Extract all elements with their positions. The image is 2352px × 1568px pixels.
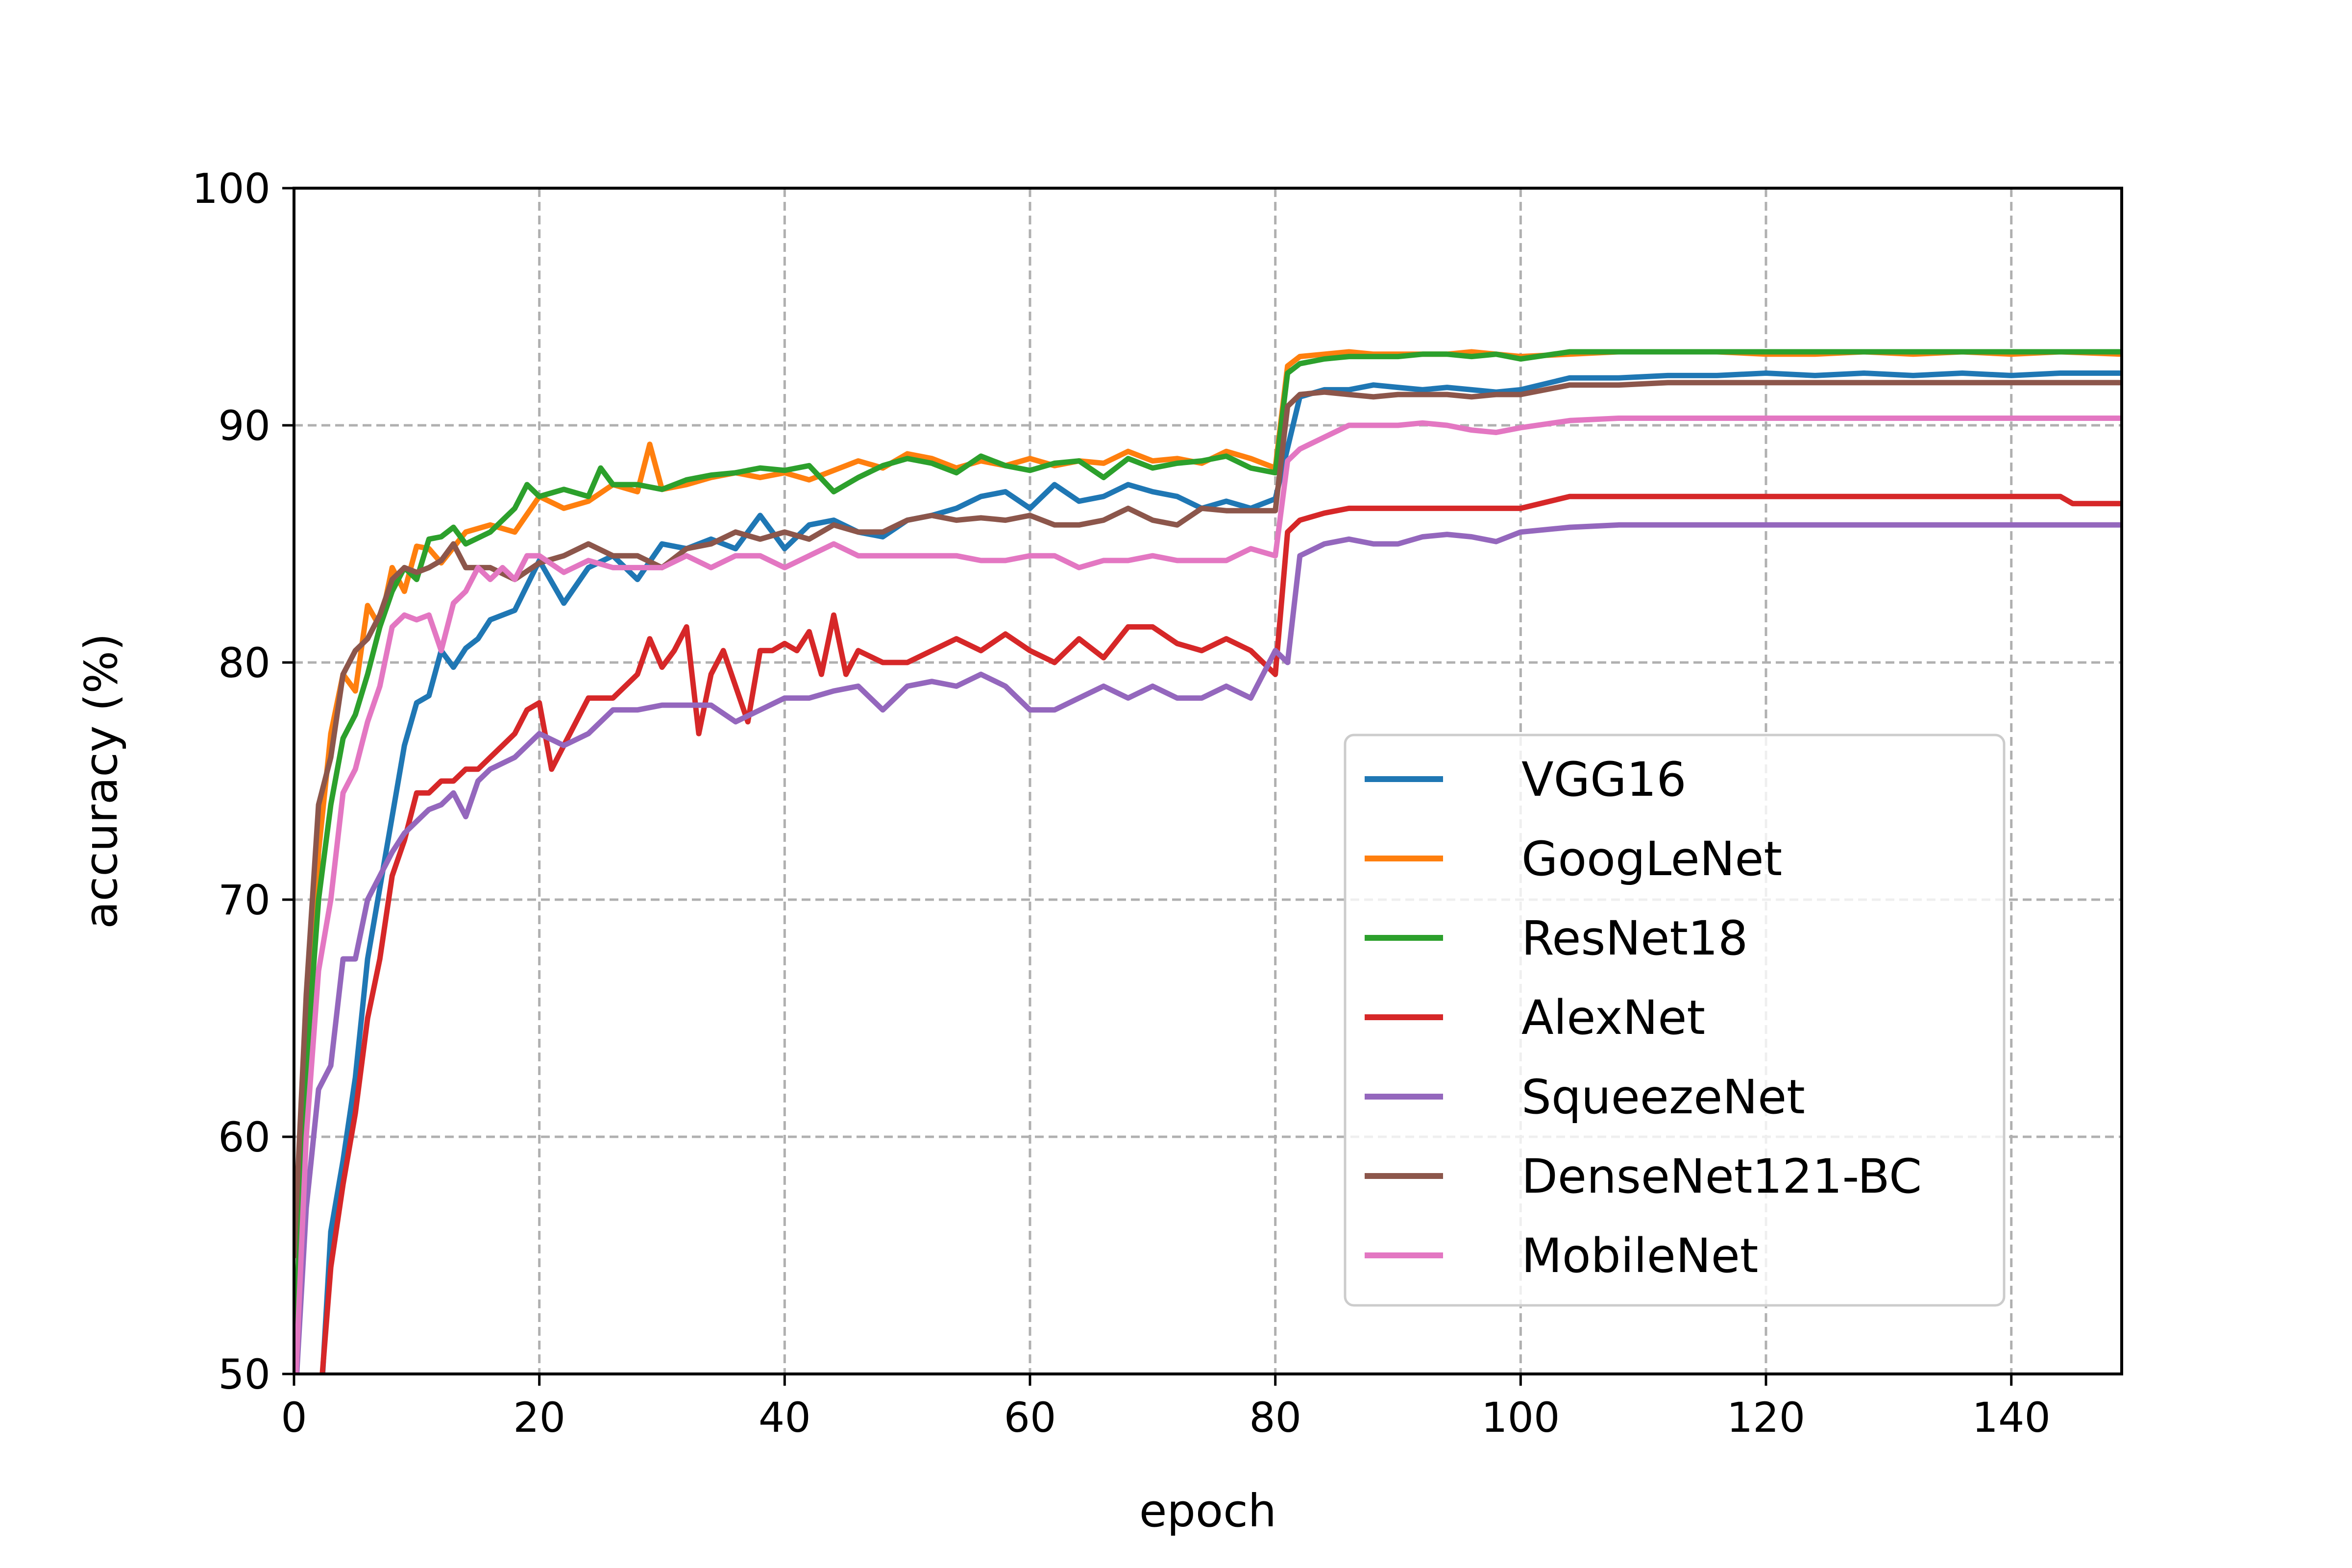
legend-label-densenet121-bc: DenseNet121-BC [1521,1149,1922,1204]
x-tick-label-100: 100 [1481,1394,1560,1442]
axis-ticks: 0 20 40 60 80 100 120 140 50 60 70 80 90 100 [192,165,2051,1442]
legend-label-googlenet: GoogLeNet [1521,832,1782,886]
y-tick-label-90: 90 [218,402,270,450]
series-line-resnet18 [294,349,2122,1374]
y-tick-label-60: 60 [218,1113,270,1161]
series-line-vgg16 [319,370,2122,1374]
y-tick-label-70: 70 [218,876,270,924]
x-tick-label-40: 40 [759,1394,811,1442]
y-tick-label-100: 100 [192,165,270,213]
legend-label-mobilenet: MobileNet [1521,1228,1758,1283]
x-tick-label-20: 20 [513,1394,565,1442]
x-tick-label-80: 80 [1249,1394,1301,1442]
legend-label-vgg16: VGG16 [1521,752,1687,807]
x-axis-label: epoch [1139,1485,1276,1537]
legend-label-resnet18: ResNet18 [1521,911,1748,966]
legend-box [1344,734,2006,1307]
x-tick-label-0: 0 [281,1394,307,1442]
series-line-squeezenet [294,522,2122,1374]
legend: VGG16 GoogLeNet ResNet18 AlexNet SqueezeNet D… [1344,734,2006,1307]
legend-label-squeezenet: SqueezeNet [1521,1070,1805,1125]
x-tick-label-60: 60 [1004,1394,1056,1442]
y-tick-label-80: 80 [218,639,270,687]
series-line-alexnet [319,493,2122,1374]
legend-label-alexnet: AlexNet [1521,990,1705,1045]
plot-area-frame [293,187,2123,1375]
x-tick-label-140: 140 [1972,1394,2051,1442]
x-tick-label-120: 120 [1727,1394,1805,1442]
series-lines [294,349,2122,1374]
y-axis-label: accuracy (%) [75,633,127,929]
grid-lines [294,188,2122,1374]
series-line-mobilenet [294,416,2122,1374]
y-tick-label-50: 50 [218,1350,270,1398]
series-line-densenet121-bc [294,380,2122,1258]
